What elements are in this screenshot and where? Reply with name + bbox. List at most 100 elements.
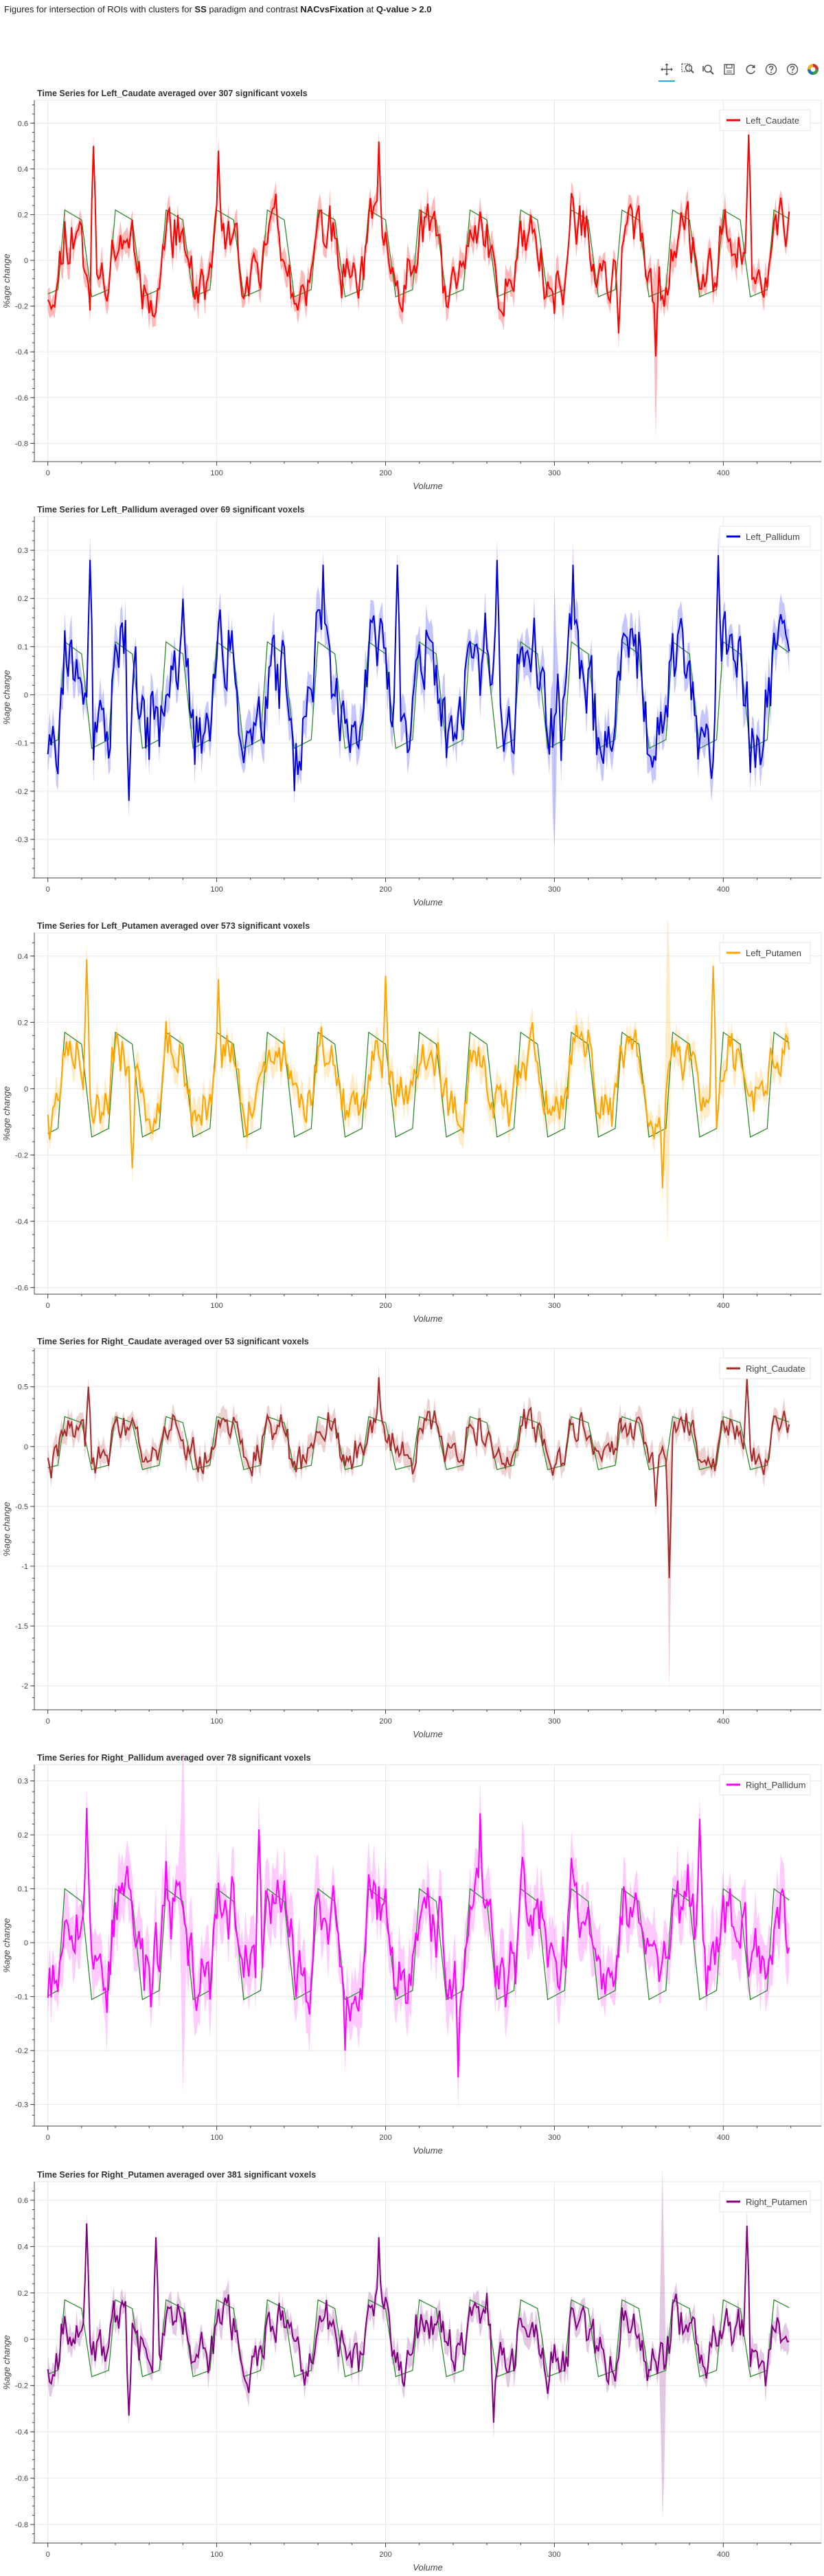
model-series-line	[47, 2298, 790, 2377]
y-tick-label: 0	[24, 1939, 28, 1947]
x-axis-label: Volume	[413, 897, 443, 907]
y-tick-label: -0.4	[15, 1218, 28, 1226]
time-series-chart[interactable]: Time Series for Left_Caudate averaged ov…	[0, 89, 824, 495]
time-series-chart[interactable]: Time Series for Left_Pallidum averaged o…	[0, 506, 824, 911]
y-tick-label: -1	[21, 1563, 28, 1571]
title-text: paradigm and contrast	[206, 4, 301, 14]
plot-frame	[34, 1348, 822, 1710]
y-axis-label: %age change	[1, 2335, 12, 2390]
time-series-chart[interactable]: Time Series for Right_Pallidum averaged …	[0, 1754, 824, 2159]
y-tick-label: -0.2	[15, 303, 28, 311]
x-tick-label: 300	[548, 885, 560, 894]
x-tick-label: 0	[46, 469, 50, 477]
wheel-zoom-icon-glyph	[702, 65, 714, 75]
y-tick-label: 0.6	[18, 120, 28, 128]
hover-icon-glyph	[766, 63, 777, 76]
x-tick-label: 100	[210, 885, 222, 894]
save-icon[interactable]	[721, 61, 739, 78]
x-tick-label: 400	[717, 2134, 729, 2142]
y-tick-label: 0.2	[18, 1831, 28, 1840]
x-tick-label: 0	[46, 1302, 50, 1310]
series-line	[47, 555, 790, 801]
x-tick-label: 200	[379, 1717, 391, 1726]
y-tick-label: 0.6	[18, 2197, 28, 2205]
x-tick-label: 100	[210, 1717, 222, 1726]
chart-panel[interactable]: Time Series for Right_Caudate averaged o…	[0, 1337, 824, 1743]
x-tick-label: 300	[548, 469, 560, 477]
y-tick-label: 0.3	[18, 547, 28, 555]
legend-label: Left_Caudate	[746, 115, 799, 126]
x-axis-label: Volume	[413, 2562, 443, 2573]
x-tick-label: 0	[46, 2134, 50, 2142]
x-tick-label: 200	[379, 885, 391, 894]
plot-frame	[34, 932, 822, 1295]
y-tick-label: -0.6	[15, 1284, 28, 1292]
title-emphasis: NACvsFixation	[300, 4, 364, 14]
y-tick-label: -0.6	[15, 2475, 28, 2483]
y-tick-label: -0.2	[15, 1151, 28, 1160]
title-emphasis: Q-value > 2.0	[376, 4, 432, 14]
x-tick-label: 400	[717, 469, 729, 477]
chart-panel[interactable]: Time Series for Right_Pallidum averaged …	[0, 1754, 824, 2159]
help-icon-glyph	[786, 63, 798, 76]
y-tick-label: 0	[24, 2336, 28, 2344]
plot-frame	[34, 1764, 822, 2127]
y-tick-label: -0.1	[15, 740, 28, 748]
y-tick-label: 0.3	[18, 1778, 28, 1786]
x-tick-label: 100	[210, 469, 222, 477]
time-series-chart[interactable]: Time Series for Left_Putamen averaged ov…	[0, 922, 824, 1327]
x-tick-label: 300	[548, 2134, 560, 2142]
x-tick-label: 300	[548, 1717, 560, 1726]
x-tick-label: 400	[717, 885, 729, 894]
x-tick-label: 0	[46, 2551, 50, 2559]
bokeh-logo-icon-glyph	[808, 64, 819, 75]
y-tick-label: 0.4	[18, 953, 28, 961]
x-axis-label: Volume	[413, 2145, 443, 2156]
time-series-chart[interactable]: Time Series for Right_Caudate averaged o…	[0, 1337, 824, 1743]
plot-toolbar	[658, 60, 824, 82]
series-line	[47, 1807, 790, 2078]
plot-frame	[34, 2181, 822, 2544]
y-tick-label: 0.5	[18, 1383, 28, 1392]
chart-title: Time Series for Right_Caudate averaged o…	[37, 1337, 309, 1346]
y-tick-label: -0.8	[15, 2521, 28, 2529]
y-tick-label: -0.3	[15, 2101, 28, 2110]
chart-panel[interactable]: Time Series for Right_Putamen averaged o…	[0, 2171, 824, 2576]
y-tick-label: -0.3	[15, 836, 28, 844]
wheel-zoom-icon[interactable]	[700, 61, 718, 78]
chart-panel[interactable]: Time Series for Left_Caudate averaged ov…	[0, 89, 824, 495]
x-tick-label: 100	[210, 2551, 222, 2559]
x-tick-label: 0	[46, 885, 50, 894]
series-line	[47, 959, 790, 1188]
reset-icon-glyph	[746, 65, 755, 74]
plot-frame	[34, 100, 822, 462]
model-series-line	[47, 1031, 790, 1138]
confidence-band	[47, 2171, 790, 2520]
chart-title: Time Series for Left_Caudate averaged ov…	[37, 89, 308, 98]
chart-panel[interactable]: Time Series for Left_Pallidum averaged o…	[0, 506, 824, 911]
bokeh-logo-icon[interactable]	[805, 61, 823, 78]
confidence-band	[47, 530, 790, 849]
legend-label: Left_Pallidum	[746, 532, 800, 542]
pan-icon[interactable]	[658, 61, 676, 82]
chart-title: Time Series for Right_Putamen averaged o…	[37, 2171, 316, 2180]
y-tick-label: 0.1	[18, 1886, 28, 1894]
time-series-chart[interactable]: Time Series for Right_Putamen averaged o…	[0, 2171, 824, 2576]
chart-panel[interactable]: Time Series for Left_Putamen averaged ov…	[0, 922, 824, 1327]
y-tick-label: 0.2	[18, 211, 28, 219]
reset-icon[interactable]	[742, 61, 759, 78]
help-icon[interactable]	[783, 61, 801, 78]
hover-icon[interactable]	[763, 61, 781, 78]
x-axis-label: Volume	[413, 1729, 443, 1739]
box-zoom-icon[interactable]	[679, 61, 697, 78]
x-tick-label: 100	[210, 2134, 222, 2142]
x-tick-label: 200	[379, 469, 391, 477]
y-tick-label: -0.6	[15, 394, 28, 403]
y-tick-label: 0	[24, 1085, 28, 1094]
y-tick-label: -0.5	[15, 1503, 28, 1511]
pan-icon-glyph	[660, 63, 673, 76]
y-tick-label: 0.2	[18, 1019, 28, 1027]
y-axis-label: %age change	[1, 253, 12, 308]
y-axis-label: %age change	[1, 1918, 12, 1973]
title-text: Figures for intersection of ROIs with cl…	[4, 4, 195, 14]
